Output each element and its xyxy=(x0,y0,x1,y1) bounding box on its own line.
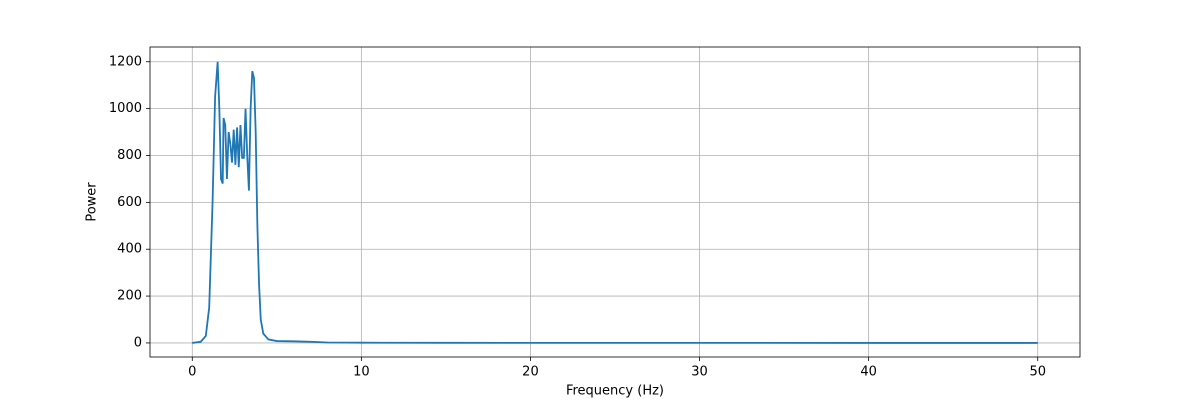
x-tick-label: 30 xyxy=(691,365,708,380)
x-tick-label: 20 xyxy=(522,365,539,380)
y-tick-label: 600 xyxy=(117,195,142,210)
x-tick-label: 10 xyxy=(353,365,370,380)
plot-frame xyxy=(149,46,1081,358)
y-tick-label: 1200 xyxy=(109,54,142,69)
y-tick-label: 200 xyxy=(117,289,142,304)
y-tick-label: 400 xyxy=(117,242,142,257)
x-tick-label: 50 xyxy=(1029,365,1046,380)
x-tick-label: 0 xyxy=(188,365,196,380)
y-tick-label: 800 xyxy=(117,148,142,163)
y-tick-label: 1000 xyxy=(109,101,142,116)
y-tick-label: 0 xyxy=(134,335,142,350)
x-axis-label: Frequency (Hz) xyxy=(566,384,664,399)
y-axis-label: Power xyxy=(85,182,100,222)
data-line xyxy=(192,61,1038,344)
x-tick-label: 40 xyxy=(860,365,877,380)
